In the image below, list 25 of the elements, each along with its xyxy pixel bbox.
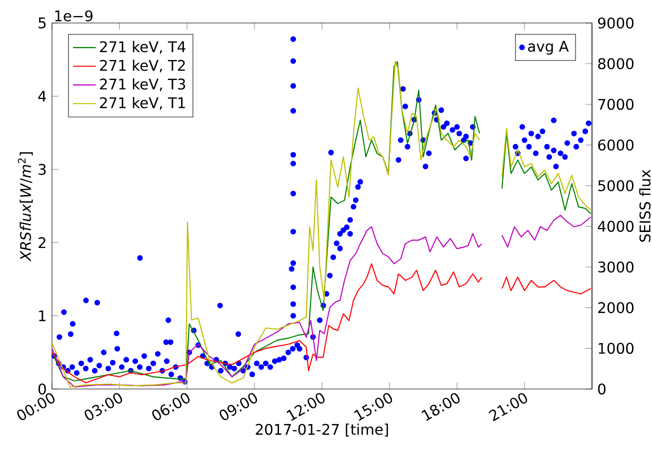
y-tick-label: 5 [38, 18, 46, 28]
legend-label: avg A [528, 40, 569, 55]
y-tick-label: 2 [38, 237, 46, 248]
y-tick-label: 1 [39, 310, 46, 322]
y-tick-label: 0 [38, 383, 46, 395]
y2-tick-label: 5000 [598, 180, 634, 192]
x-axis-title: 2017-01-27 [time] [256, 424, 388, 437]
y2-axis-title: SEISS flux [639, 170, 651, 242]
y-tick-label: 3 [38, 164, 46, 175]
legend-label: 271 keV, T4 [100, 40, 186, 54]
y-axis-title: XRSflux[W/m$^{2}$] [18, 152, 33, 262]
y2-tick-label: 6000 [598, 139, 634, 151]
legend-label: 271 keV, T3 [100, 78, 186, 92]
text: 1e−9 [55, 10, 93, 22]
y2-tick-label: 3000 [598, 261, 634, 273]
legend-label: 271 keV, T1 [100, 96, 185, 110]
y2-tick-label: 9000 [598, 17, 634, 29]
y-tick-label: 4 [38, 90, 46, 102]
y2-tick-label: 7000 [598, 98, 634, 110]
y2-tick-label: 0 [598, 383, 606, 395]
legend-label: 271 keV, T2 [100, 60, 185, 72]
y2-tick-label: 8000 [598, 58, 634, 70]
y2-tick-label: 1000 [598, 342, 634, 354]
y2-tick-label: 2000 [598, 302, 634, 314]
y2-tick-label: 4000 [598, 220, 634, 232]
